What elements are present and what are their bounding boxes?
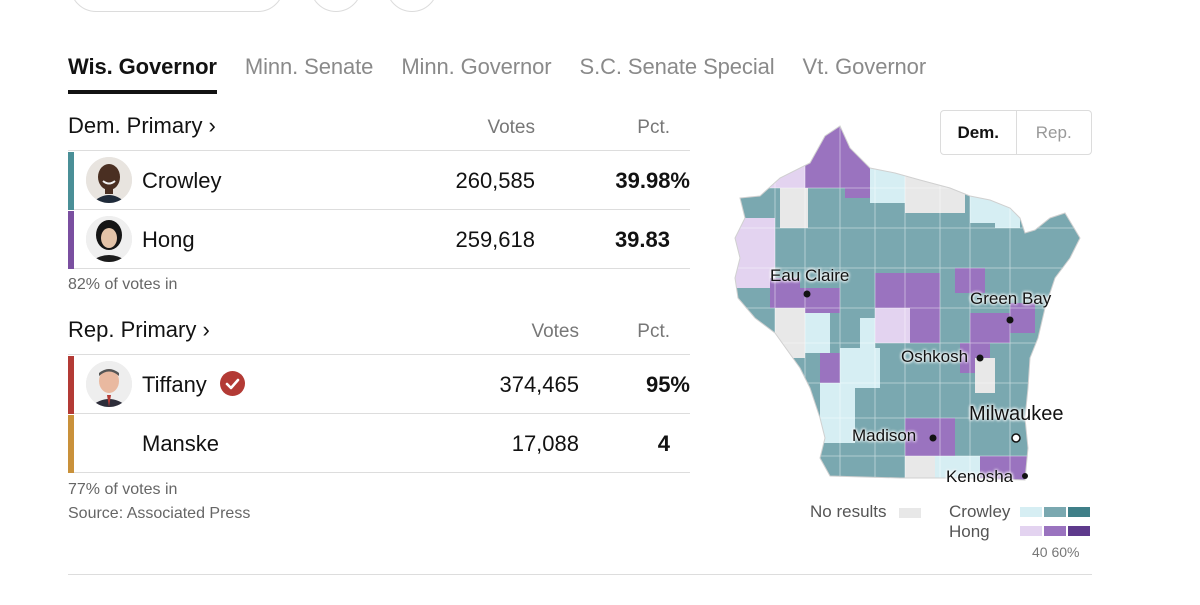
tab-vt-governor[interactable]: Vt. Governor	[802, 54, 927, 79]
tab-sc-senate-special[interactable]: S.C. Senate Special	[579, 54, 775, 79]
pct-column-header: Pct.	[637, 117, 670, 138]
votes-column-header: Votes	[531, 321, 579, 342]
candidate-pct: 95%	[645, 372, 690, 397]
dem-reporting-status: 82% of votes in	[68, 276, 178, 293]
race-tabs: Wis. Governor Minn. Senate Minn. Governo…	[68, 54, 954, 94]
wisconsin-map	[734, 125, 1081, 481]
candidate-votes: 17,088	[511, 431, 579, 456]
county	[840, 348, 880, 388]
winner-check-icon	[220, 371, 245, 396]
candidate-pct: 39.98%	[615, 168, 690, 193]
legend-swatch	[1044, 507, 1066, 517]
candidate-color-stripe	[68, 415, 74, 473]
county	[980, 456, 1030, 480]
candidate-pct: 4	[657, 431, 670, 456]
legend-crowley-label: Crowley	[949, 502, 1011, 521]
party-toggle: Dem. Rep.	[940, 110, 1092, 155]
section-divider	[68, 574, 1092, 575]
county	[910, 308, 940, 343]
legend-swatch	[1068, 507, 1090, 517]
tab-minn-governor[interactable]: Minn. Governor	[401, 54, 552, 79]
county	[995, 208, 1020, 228]
avatar	[86, 361, 132, 407]
candidate-name: Hong	[142, 227, 195, 252]
candidate-name: Crowley	[142, 168, 222, 193]
legend-swatch	[1020, 526, 1042, 536]
round-button[interactable]	[386, 0, 438, 12]
candidate-row-manske: Manske 17,088 4	[68, 414, 690, 473]
legend-swatch	[1068, 526, 1090, 536]
candidate-votes: 259,618	[455, 227, 535, 252]
legend-scale-label: 40 60%	[1032, 544, 1080, 560]
city-dot	[976, 354, 984, 362]
county	[860, 318, 875, 348]
city-dot	[1006, 316, 1014, 324]
county	[805, 126, 845, 188]
city-label-eau-claire: Eau Claire	[770, 266, 850, 285]
county	[775, 308, 805, 358]
legend-hong-label: Hong	[949, 522, 990, 541]
city-dot	[1022, 473, 1028, 479]
county	[875, 308, 910, 343]
city-label-oshkosh: Oshkosh	[901, 347, 969, 366]
legend-swatch	[1044, 526, 1066, 536]
city-label-kenosha: Kenosha	[946, 467, 1014, 486]
dem-toggle-button[interactable]: Dem.	[941, 111, 1017, 154]
votes-column-header: Votes	[487, 117, 535, 138]
county	[935, 456, 980, 480]
county	[820, 383, 855, 443]
city-dot	[929, 434, 937, 442]
city-label-green-bay: Green Bay	[970, 289, 1052, 308]
rep-primary-link[interactable]: Rep. Primary ›	[68, 317, 210, 342]
county-results-map: Eau Claire Green Bay Oshkosh Milwaukee M…	[720, 118, 1090, 490]
rep-reporting-status: 77% of votes in	[68, 481, 178, 498]
rep-toggle-button[interactable]: Rep.	[1035, 122, 1072, 142]
dem-primary-header: Dem. Primary › Votes Pct.	[68, 111, 690, 151]
county	[875, 273, 940, 308]
legend-no-results-label: No results	[810, 502, 887, 521]
tab-minn-senate[interactable]: Minn. Senate	[244, 54, 374, 79]
county	[975, 358, 995, 393]
dem-primary-link[interactable]: Dem. Primary ›	[68, 113, 216, 138]
county	[845, 138, 870, 198]
candidate-row-hong: Hong 259,618 39.83	[68, 210, 690, 269]
county	[905, 456, 935, 480]
city-label-madison: Madison	[852, 426, 917, 445]
county	[735, 218, 775, 288]
county	[780, 188, 808, 228]
county	[970, 313, 1010, 343]
city-dot	[1011, 433, 1021, 443]
pct-column-header: Pct.	[637, 321, 670, 342]
source-credit: Source: Associated Press	[68, 505, 251, 522]
city-label-milwaukee: Milwaukee	[969, 403, 1064, 425]
city-dot	[803, 290, 811, 298]
candidate-votes: 260,585	[455, 168, 535, 193]
candidate-votes: 374,465	[499, 372, 579, 397]
candidate-row-tiffany: Tiffany 374,465 95%	[68, 355, 690, 414]
candidate-name: Tiffany	[142, 372, 207, 397]
county	[760, 126, 805, 188]
candidate-row-crowley: Crowley 260,585 39.98%	[68, 151, 690, 210]
candidate-name: Manske	[142, 431, 220, 456]
candidate-color-stripe	[68, 211, 74, 269]
search-pill-button[interactable]	[70, 0, 284, 12]
candidate-pct: 39.83	[614, 227, 670, 252]
county	[805, 313, 830, 353]
tab-wis-governor[interactable]: Wis. Governor	[68, 54, 217, 94]
round-button[interactable]	[310, 0, 362, 12]
candidate-color-stripe	[68, 356, 74, 414]
avatar	[86, 216, 132, 262]
avatar	[86, 157, 132, 203]
legend-no-results-swatch	[899, 508, 921, 518]
rep-primary-header: Rep. Primary › Votes Pct.	[68, 315, 690, 355]
candidate-color-stripe	[68, 152, 74, 210]
legend-swatch	[1020, 507, 1042, 517]
